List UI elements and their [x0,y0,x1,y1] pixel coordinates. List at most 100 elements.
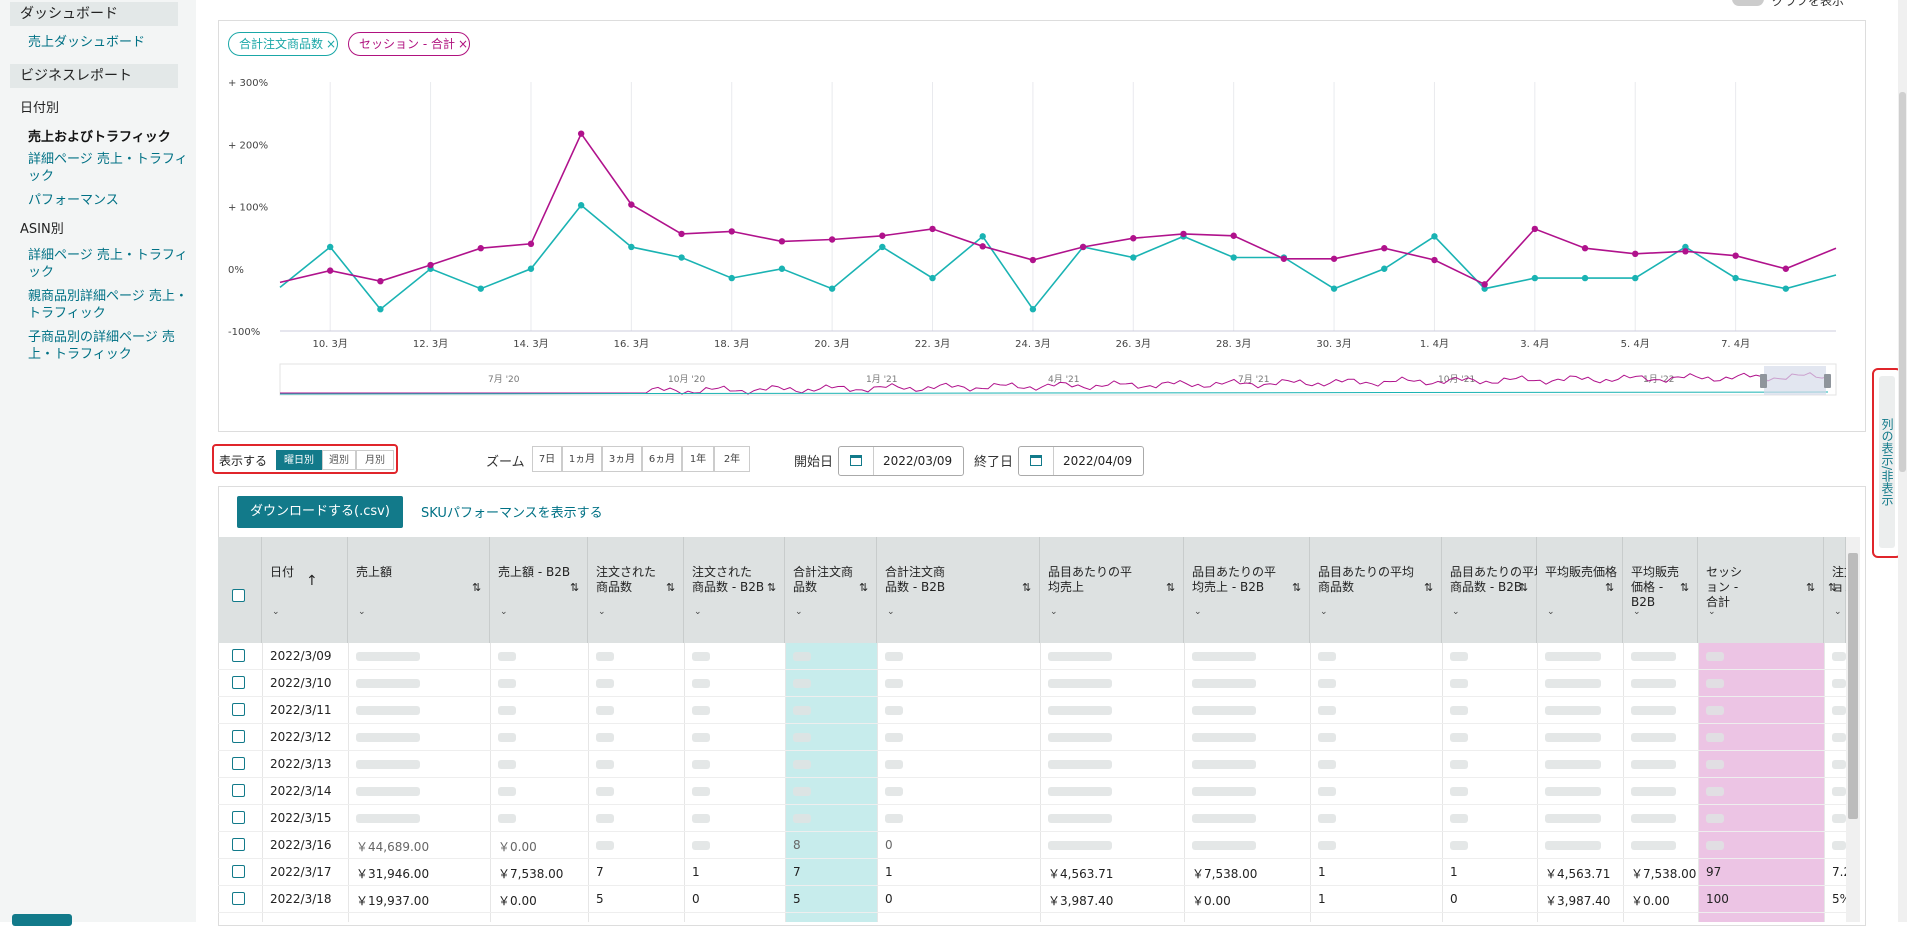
close-icon[interactable]: × [326,37,337,51]
zoom-1y-button[interactable]: 1年 [682,446,714,472]
sidebar-footer-button[interactable] [12,914,72,926]
column-header[interactable]: セッシ ョン - 合計 ⇅ ⌄ [1698,537,1824,643]
column-header[interactable]: 合計注文商 品数 - B2B ⇅ ⌄ [877,537,1040,643]
column-header[interactable]: 品目あたりの平 均売上 - B2B ⇅ ⌄ [1184,537,1310,643]
column-header[interactable]: 注文商品のセッシ ョン率⇅ ⌄ [1824,537,1846,643]
chevron-down-icon[interactable]: ⌄ [887,607,895,617]
close-icon[interactable]: × [457,37,469,51]
page-scrollbar[interactable] [1898,0,1907,922]
table-scrollbar[interactable] [1846,537,1860,922]
sort-icon[interactable]: ⇅ [1605,581,1615,594]
zoom-2y-button[interactable]: 2年 [714,446,750,472]
cell-date: 2022/3/15 [270,811,332,825]
chevron-down-icon[interactable]: ⌄ [1194,607,1202,617]
blurred-cell [1192,706,1256,715]
calendar-icon[interactable] [839,447,874,475]
select-all-checkbox[interactable] [232,589,245,602]
table-scrollbar-thumb[interactable] [1848,553,1858,819]
chevron-down-icon[interactable]: ⌄ [694,607,702,617]
column-header[interactable]: 売上額 - B2B ⇅ ⌄ [490,537,588,643]
row-checkbox[interactable] [232,838,245,851]
chevron-down-icon[interactable]: ⌄ [1633,607,1641,617]
column-visibility-toggle[interactable]: 列の表示/非表示 [1872,368,1902,558]
column-header[interactable]: 売上額 ⇅ ⌄ [348,537,490,643]
blurred-cell [1832,760,1846,769]
sidebar-section-business-reports: ビジネスレポート [10,64,178,88]
sort-ascending-icon[interactable]: ↑ [306,573,318,589]
column-header[interactable]: 品目あたりの平 均売上 ⇅ ⌄ [1040,537,1184,643]
cell-date: 2022/3/10 [270,676,332,690]
chevron-down-icon[interactable]: ⌄ [1050,607,1058,617]
zoom-3m-button[interactable]: 3ヵ月 [602,446,642,472]
sidebar-link-child-detail-page[interactable]: 子商品別の詳細ページ 売上・トラフィック [28,330,175,362]
sort-icon[interactable]: ⇅ [1806,581,1816,594]
cell-date: 2022/3/17 [270,865,332,879]
column-header[interactable]: 平均販売価格 ⇅ ⌄ [1537,537,1623,643]
column-header[interactable]: 平均販売 価格 - B2B ⇅ ⌄ [1623,537,1698,643]
view-monthly-button[interactable]: 月別 [356,450,394,470]
sidebar-link-detail-page-sales[interactable]: 詳細ページ 売上・トラフィック [28,152,188,184]
column-header[interactable]: 注文された 商品数 ⇅ ⌄ [588,537,684,643]
start-date-field[interactable]: 2022/03/09 [838,446,964,476]
sort-icon[interactable]: ⇅ [859,581,869,594]
chevron-down-icon[interactable]: ⌄ [500,607,508,617]
sidebar-link-parent-detail-page[interactable]: 親商品別詳細ページ 売上・トラフィック [28,289,188,321]
blurred-cell [1318,733,1336,742]
download-csv-button[interactable]: ダウンロードする(.csv) [237,496,403,528]
chevron-down-icon[interactable]: ⌄ [1834,607,1842,617]
row-checkbox[interactable] [232,892,245,905]
view-weekly-button[interactable]: 週別 [322,450,356,470]
sku-performance-link[interactable]: SKUパフォーマンスを表示する [421,506,603,521]
sidebar-link-sales-dashboard[interactable]: 売上ダッシュボード [28,35,146,50]
chevron-down-icon[interactable]: ⌄ [1452,607,1460,617]
metric-chip-sessions[interactable]: セッション - 合計 × [348,32,470,56]
blurred-cell [1631,652,1676,661]
sort-icon[interactable]: ⇅ [570,581,580,594]
chevron-down-icon[interactable]: ⌄ [272,607,280,617]
row-checkbox[interactable] [232,757,245,770]
row-checkbox[interactable] [232,784,245,797]
row-checkbox[interactable] [232,676,245,689]
column-header[interactable]: 合計注文商 品数 ⇅ ⌄ [785,537,877,643]
sidebar-item-sales-traffic[interactable]: 売上およびトラフィック [28,130,171,145]
end-date-field[interactable]: 2022/04/09 [1018,446,1144,476]
sort-icon[interactable]: ⇅ [1292,581,1302,594]
sort-icon[interactable]: ⇅ [767,581,777,594]
zoom-1m-button[interactable]: 1ヵ月 [562,446,602,472]
zoom-6m-button[interactable]: 6ヵ月 [642,446,682,472]
sort-icon[interactable]: ⇅ [1519,581,1529,594]
metric-chip-total-units[interactable]: 合計注文商品数 × [228,32,338,56]
column-header[interactable]: 品目あたりの平均 商品数 - B2B ⇅ ⌄ [1442,537,1546,643]
chevron-down-icon[interactable]: ⌄ [1708,607,1716,617]
chevron-down-icon[interactable]: ⌄ [1320,607,1328,617]
view-daily-button[interactable]: 曜日別 [276,450,322,470]
row-checkbox[interactable] [232,865,245,878]
calendar-icon[interactable] [1019,447,1054,475]
sort-icon[interactable]: ⇅ [472,581,482,594]
row-checkbox[interactable] [232,730,245,743]
sort-icon[interactable]: ⇅ [1166,581,1176,594]
row-checkbox[interactable] [232,811,245,824]
sidebar-link-asin-detail-page[interactable]: 詳細ページ 売上・トラフィック [28,248,188,280]
row-checkbox[interactable] [232,703,245,716]
blurred-cell [793,814,811,823]
column-header[interactable]: 日付 ↑ ⌄ [262,537,348,643]
chevron-down-icon[interactable]: ⌄ [358,607,366,617]
sidebar-link-performance[interactable]: パフォーマンス [28,193,119,208]
sort-icon[interactable]: ⇅ [666,581,676,594]
graph-toggle[interactable] [1732,0,1764,6]
column-header[interactable]: 注文された 商品数 - B2B ⇅ ⌄ [684,537,785,643]
chevron-down-icon[interactable]: ⌄ [598,607,606,617]
scrollbar-thumb[interactable] [1899,92,1906,472]
sort-icon[interactable]: ⇅ [1680,581,1690,594]
sort-icon[interactable]: ⇅ [1828,581,1838,594]
blurred-cell [1318,841,1336,850]
chevron-down-icon[interactable]: ⌄ [1547,607,1555,617]
cell-date: 2022/3/14 [270,784,332,798]
sort-icon[interactable]: ⇅ [1424,581,1434,594]
zoom-7d-button[interactable]: 7日 [532,446,562,472]
sort-icon[interactable]: ⇅ [1022,581,1032,594]
row-checkbox[interactable] [232,649,245,662]
chevron-down-icon[interactable]: ⌄ [795,607,803,617]
column-header[interactable]: 品目あたりの平均 商品数 ⇅ ⌄ [1310,537,1442,643]
